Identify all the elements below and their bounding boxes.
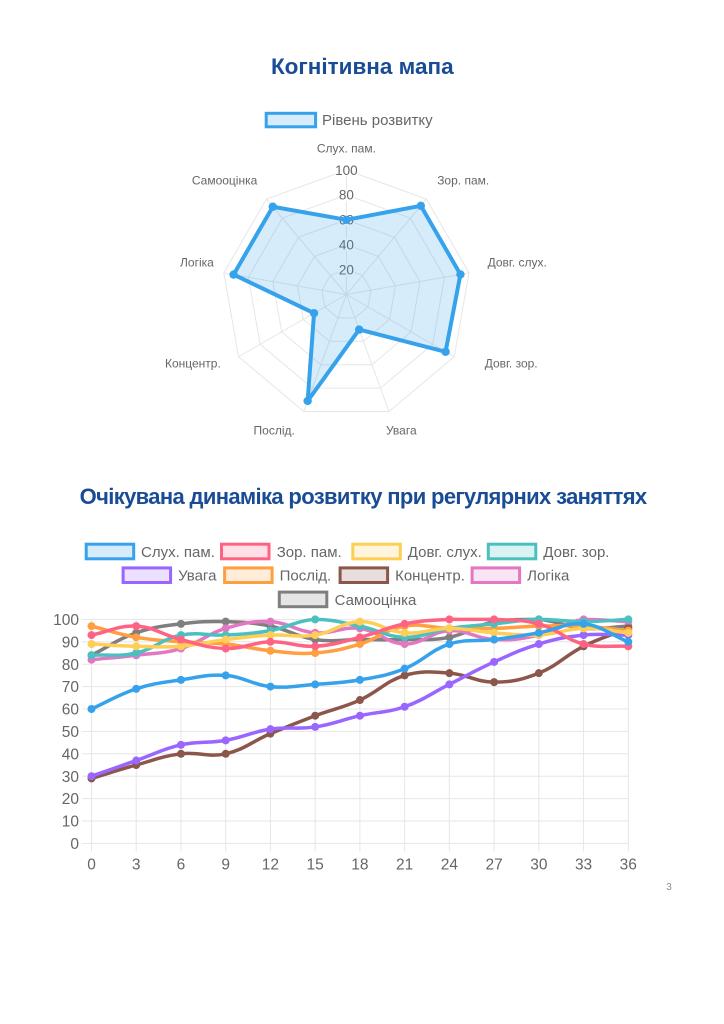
svg-text:Концентр.: Концентр.	[165, 357, 221, 371]
svg-text:40: 40	[62, 746, 80, 763]
svg-text:90: 90	[62, 634, 80, 651]
svg-text:21: 21	[396, 857, 413, 874]
svg-text:30: 30	[530, 857, 548, 874]
svg-text:0: 0	[87, 857, 96, 874]
svg-text:Концентр.: Концентр.	[395, 568, 465, 585]
svg-text:12: 12	[262, 857, 279, 874]
svg-text:27: 27	[485, 857, 502, 874]
svg-text:Логіка: Логіка	[527, 568, 570, 585]
svg-text:Довг. зор.: Довг. зор.	[485, 357, 538, 371]
svg-text:20: 20	[62, 791, 80, 808]
svg-text:24: 24	[441, 857, 459, 874]
svg-text:30: 30	[62, 769, 80, 786]
svg-text:60: 60	[62, 702, 80, 719]
svg-text:80: 80	[339, 188, 354, 203]
svg-text:15: 15	[307, 857, 324, 874]
svg-text:Зор. пам.: Зор. пам.	[437, 173, 489, 187]
svg-text:Довг. слух.: Довг. слух.	[408, 544, 482, 561]
svg-text:Довг. слух.: Довг. слух.	[488, 255, 547, 269]
svg-text:Самооцінка: Самооцінка	[335, 592, 417, 609]
svg-text:0: 0	[70, 836, 79, 853]
svg-text:10: 10	[62, 814, 80, 831]
svg-text:70: 70	[62, 679, 80, 696]
svg-text:3: 3	[132, 857, 141, 874]
svg-text:100: 100	[53, 612, 79, 629]
svg-text:Довг. зор.: Довг. зор.	[543, 544, 609, 561]
svg-text:Самооцінка: Самооцінка	[192, 173, 258, 187]
svg-text:6: 6	[177, 857, 186, 874]
svg-text:Увага: Увага	[178, 568, 217, 585]
svg-text:20: 20	[339, 262, 354, 277]
svg-text:Когнітивна мапа: Когнітивна мапа	[271, 54, 454, 79]
svg-text:100: 100	[335, 163, 358, 178]
svg-text:36: 36	[620, 857, 637, 874]
svg-text:40: 40	[339, 238, 354, 253]
svg-text:Слух. пам.: Слух. пам.	[317, 141, 376, 155]
svg-text:Зор. пам.: Зор. пам.	[277, 544, 342, 561]
svg-text:Послід.: Послід.	[254, 423, 295, 437]
svg-text:80: 80	[62, 657, 80, 674]
svg-text:33: 33	[575, 857, 592, 874]
svg-text:Послід.: Послід.	[280, 568, 332, 585]
svg-text:Очікувана динаміка розвитку пр: Очікувана динаміка розвитку при регулярн…	[80, 484, 648, 509]
svg-text:Логіка: Логіка	[180, 255, 214, 269]
svg-text:Увага: Увага	[386, 423, 417, 437]
svg-text:18: 18	[351, 857, 368, 874]
svg-text:50: 50	[62, 724, 80, 741]
svg-text:Рівень розвитку: Рівень розвитку	[322, 112, 433, 129]
svg-text:Слух. пам.: Слух. пам.	[141, 544, 215, 561]
svg-text:3: 3	[666, 882, 672, 893]
svg-text:9: 9	[221, 857, 230, 874]
